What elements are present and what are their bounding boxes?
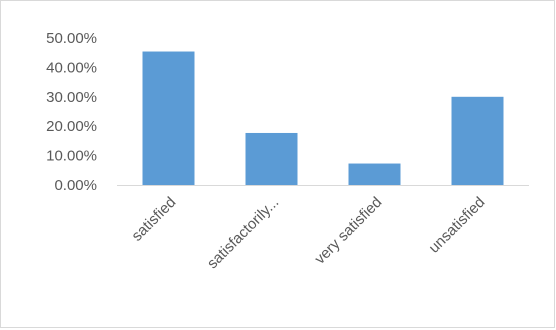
bar-satisfied: [142, 51, 195, 185]
y-tick-label: 0.00%: [54, 177, 97, 194]
x-category-label: satisfied: [128, 194, 179, 245]
bar-satisfactorily: [245, 132, 298, 185]
x-category-label: satisfactorily...: [204, 194, 282, 272]
y-tick-label: 50.00%: [46, 30, 97, 47]
y-tick-label: 40.00%: [46, 59, 97, 76]
bar-very-satisfied: [348, 163, 401, 185]
y-tick-label: 30.00%: [46, 89, 97, 106]
x-category-label: unsatisfied: [426, 194, 489, 257]
y-tick-label: 10.00%: [46, 148, 97, 165]
y-tick-label: 20.00%: [46, 118, 97, 135]
x-category-label: very satisfied: [311, 194, 385, 268]
bar-unsatisfied: [451, 96, 504, 185]
